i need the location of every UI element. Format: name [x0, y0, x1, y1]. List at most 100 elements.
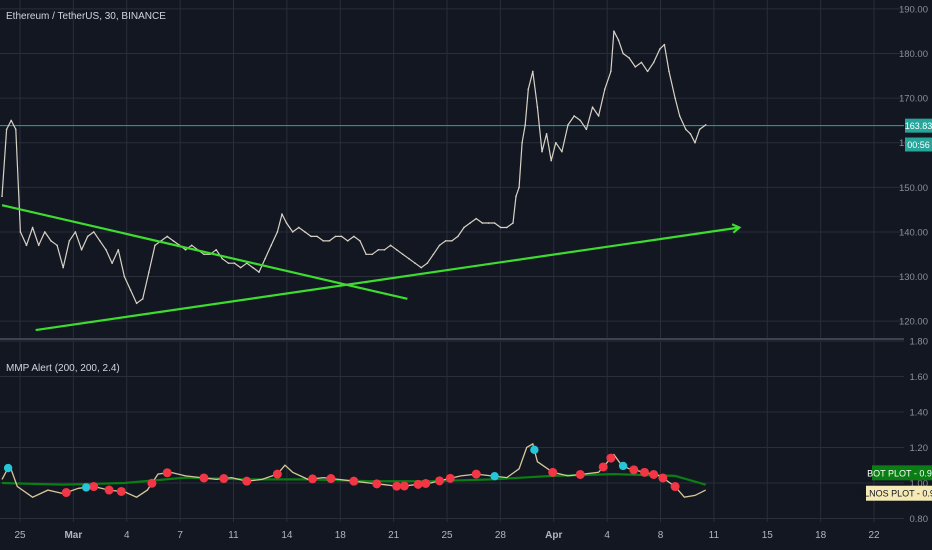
time-tick-label: 11 — [709, 530, 720, 541]
price-point — [389, 244, 392, 247]
price-point — [463, 226, 465, 229]
price-point — [579, 119, 582, 122]
alert-marker-red — [658, 473, 668, 483]
time-tick-label: Apr — [545, 530, 562, 541]
alert-marker-teal — [81, 483, 91, 492]
price-point — [652, 61, 655, 64]
trendline-2[interactable] — [35, 226, 740, 332]
time-tick-label: 18 — [815, 530, 827, 541]
indicator-title[interactable]: MMP Alert (200, 200, 2.4) — [6, 363, 120, 374]
price-point — [487, 222, 490, 224]
alert-marker-red — [116, 486, 126, 496]
price-point — [172, 240, 175, 242]
price-point — [215, 248, 217, 251]
trendline-1[interactable] — [1, 204, 408, 300]
trendline-arrowhead[interactable] — [731, 223, 742, 234]
price-point — [44, 231, 46, 233]
alert-marker-teal — [3, 463, 13, 473]
price-point — [506, 226, 508, 229]
price-point — [117, 248, 120, 251]
price-tick-label: 150.00 — [899, 183, 928, 194]
price-series — [1, 30, 707, 305]
price-point — [527, 88, 530, 91]
price-point — [297, 226, 300, 229]
indicator-axis[interactable]: 0.80 1.00 1.20 1.40 1.60 1.80 — [910, 337, 929, 525]
alert-marker-red — [219, 474, 229, 484]
price-point — [99, 240, 101, 242]
trendlines[interactable] — [1, 204, 742, 332]
price-point — [346, 240, 349, 242]
price-point — [10, 119, 12, 122]
price-point — [426, 262, 429, 264]
time-tick-label: 21 — [388, 530, 400, 541]
price-point — [281, 213, 283, 215]
time-tick-label: 4 — [124, 530, 130, 541]
alert-marker-red — [670, 482, 680, 492]
price-point — [420, 266, 422, 269]
alert-marker-teal — [530, 445, 539, 455]
price-point — [475, 217, 478, 220]
price-tick-label: 180.00 — [899, 49, 928, 60]
price-point — [550, 159, 553, 162]
price-grid — [0, 0, 904, 339]
price-point — [334, 235, 337, 238]
price-point — [554, 141, 557, 144]
price-point — [521, 141, 523, 144]
price-point — [408, 257, 410, 260]
price-point — [371, 253, 374, 256]
price-point — [56, 244, 58, 247]
alert-marker-red — [399, 481, 409, 491]
price-point — [668, 70, 670, 73]
alert-marker-red — [413, 479, 423, 489]
price-point — [689, 133, 692, 135]
price-point — [359, 240, 361, 242]
price-point — [233, 262, 236, 264]
price-point — [395, 248, 398, 251]
price-point — [457, 235, 459, 238]
time-tick-label: 8 — [658, 530, 664, 541]
price-point — [383, 248, 386, 251]
price-point — [148, 271, 150, 273]
time-axis[interactable]: 25 Mar 4 7 11 14 18 21 25 28 Apr 4 8 11 15 18 22 — [14, 530, 880, 541]
price-point — [141, 298, 144, 300]
price-point — [532, 70, 534, 73]
elnos-plot-label: ELNOS PLOT - 0.96 — [858, 489, 932, 499]
time-tick-label: 15 — [762, 530, 774, 541]
price-point — [74, 231, 77, 233]
alert-marker-red — [147, 478, 157, 488]
alert-marker-red — [421, 478, 431, 488]
time-tick-label: 18 — [335, 530, 347, 541]
price-point — [353, 235, 355, 238]
countdown-tag — [905, 137, 932, 152]
price-point — [674, 97, 676, 99]
price-point — [310, 235, 312, 238]
price-point — [291, 231, 294, 233]
price-point — [111, 262, 113, 264]
time-tick-label: 4 — [604, 530, 610, 541]
alert-marker-red — [242, 476, 252, 486]
countdown-label: 00:56 — [907, 140, 930, 150]
alert-marker-red — [326, 474, 336, 484]
price-point — [252, 266, 254, 269]
price-point — [573, 115, 575, 117]
time-tick-label: Mar — [64, 530, 82, 541]
time-tick-label: 11 — [228, 530, 239, 541]
price-tick-label: 190.00 — [899, 4, 928, 15]
price-point — [5, 128, 8, 131]
price-point — [610, 70, 612, 73]
price-point — [685, 128, 687, 131]
price-point — [276, 231, 279, 233]
price-point — [31, 226, 34, 229]
price-point — [86, 235, 89, 238]
time-tick-label: 28 — [495, 530, 507, 541]
alert-marker-red — [89, 482, 99, 492]
symbol-title[interactable]: Ethereum / TetherUS, 30, BINANCE — [6, 11, 166, 22]
alert-marker-red — [471, 469, 481, 479]
indicator-grid — [0, 340, 904, 522]
price-point — [14, 128, 17, 131]
price-point — [80, 248, 83, 251]
alert-marker-red — [392, 481, 402, 491]
